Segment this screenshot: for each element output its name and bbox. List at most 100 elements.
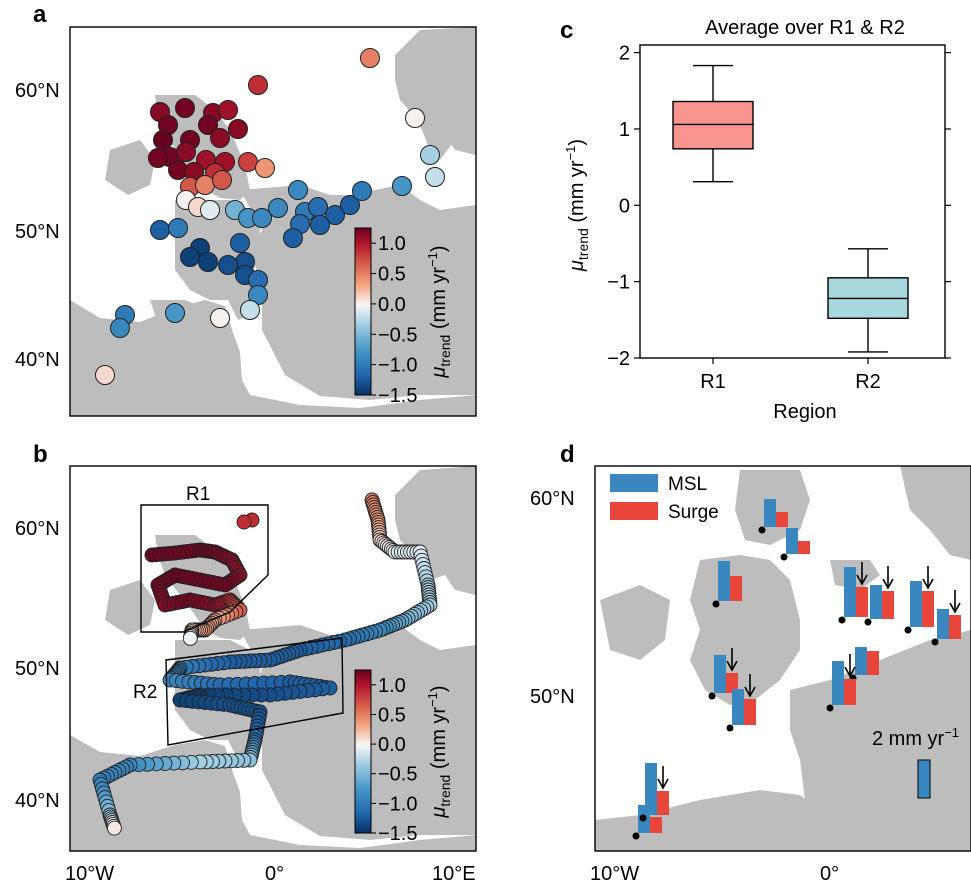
region-box-r2: [165, 637, 344, 746]
boxplot-panel-c: Average over R1 & R2 210−1−2R1 R2 Region …: [563, 17, 951, 423]
station-dot: [826, 704, 834, 712]
station-point: [252, 208, 272, 228]
station-point: [195, 175, 215, 195]
surge-bar: [882, 591, 894, 619]
station-point: [180, 247, 200, 267]
station-point: [248, 75, 268, 95]
station-point: [352, 181, 372, 201]
surge-bar: [726, 673, 738, 693]
surge-bar: [650, 817, 662, 833]
x-axis-label: Region: [773, 401, 836, 423]
msl-bar: [786, 528, 798, 554]
station-dot: [726, 724, 734, 732]
station-point: [268, 198, 288, 218]
msl-bar: [714, 655, 726, 693]
arrow-head-icon: [744, 686, 756, 698]
box-r1: [672, 100, 754, 150]
surge-bar: [744, 699, 756, 725]
lon-label-0: 0°: [265, 863, 284, 885]
colorbar-tick-label: 0.0: [378, 734, 406, 756]
station-point: [360, 48, 380, 68]
msl-bar: [718, 561, 730, 601]
map-panel-a: 60°N 50°N 40°N 1.0 0.5 0.0 −0.5 −1.0 −1.5 μtre…: [15, 26, 477, 417]
panel-letter-b: b: [33, 441, 48, 468]
colorbar-b: 1.0 0.5 0.0 −0.5 −1.0 −1.5 μtrend (mm yr−1): [354, 669, 453, 845]
lat-label-50-a: 50°N: [15, 221, 60, 243]
station-dot: [632, 832, 640, 840]
land-polygon: [395, 27, 476, 155]
station-point: [218, 255, 238, 275]
panel-letter-a: a: [33, 1, 47, 28]
colorbar-tick-label: −1.0: [378, 355, 417, 377]
station-point: [392, 176, 412, 196]
station-point: [240, 300, 260, 320]
station-point: [106, 820, 122, 836]
land-polygon: [900, 466, 971, 560]
lat-label-40-a: 40°N: [15, 349, 60, 371]
y-tick-label: 2: [619, 43, 630, 65]
legend-surge-label: Surge: [668, 502, 719, 523]
station-dot: [708, 692, 716, 700]
station-dot: [758, 526, 766, 534]
plot-frame: [639, 44, 946, 359]
msl-bar: [910, 581, 922, 627]
msl-bar: [764, 499, 776, 527]
colorbar-tick-label: 1.0: [378, 675, 406, 697]
station-dot: [904, 626, 912, 634]
lat-label-50-b: 50°N: [15, 658, 60, 680]
colorbar-tick-label: −0.5: [378, 324, 417, 346]
trend-bars-d: [632, 499, 961, 840]
station-point: [340, 195, 360, 215]
lat-label-50-d: 50°N: [530, 686, 575, 708]
msl-bar: [732, 689, 744, 725]
panel-letter-d: d: [560, 441, 575, 468]
lat-label-40-b: 40°N: [15, 790, 60, 812]
lat-label-60-a: 60°N: [15, 80, 60, 102]
lon-label-10e: 10°E: [432, 863, 476, 885]
y-tick-label: 1: [619, 119, 630, 141]
lat-label-60-d: 60°N: [530, 488, 575, 510]
map-frame-a: [69, 26, 477, 417]
station-point: [325, 205, 345, 225]
surge-bar: [949, 615, 961, 639]
map-panel-d: 60°N 50°N 10°W 0° MSL Surge 2 mm yr−1: [530, 465, 971, 885]
colorbar-tick-label: −1.5: [378, 823, 417, 845]
arrow-head-icon: [726, 660, 738, 672]
msl-bar: [645, 763, 657, 815]
lon-label-0-d: 0°: [820, 863, 839, 885]
station-point: [210, 308, 230, 328]
station-point: [420, 145, 440, 165]
legend-surge-swatch: [610, 502, 658, 520]
station-points-b: [92, 492, 438, 836]
svg-text:μtrend (mm yr−1): μtrend (mm yr−1): [563, 139, 591, 272]
region-label-r2: R2: [133, 682, 157, 703]
y-tick-label: 0: [619, 195, 630, 217]
station-point: [425, 167, 445, 187]
station-dot: [931, 638, 939, 646]
surge-bar: [844, 679, 856, 705]
arrow-head-icon: [844, 666, 856, 678]
y-tick-label: −2: [607, 348, 630, 370]
colorbar-label: μtrend (mm yr−1): [425, 685, 453, 818]
station-point: [218, 100, 238, 120]
station-point: [148, 148, 168, 168]
colorbar-gradient: [354, 227, 372, 396]
colorbar-tick-label: 1.0: [378, 233, 406, 255]
land-polygon: [595, 790, 820, 851]
station-point: [405, 108, 425, 128]
station-point: [288, 180, 308, 200]
colorbar-a: 1.0 0.5 0.0 −0.5 −1.0 −1.5 μtrend (mm yr−1): [354, 227, 453, 407]
station-point: [236, 514, 252, 530]
lon-label-10w: 10°W: [65, 863, 114, 885]
station-dot: [639, 814, 647, 822]
station-point: [182, 630, 198, 646]
colorbar-tick-label: −1.0: [378, 793, 417, 815]
station-point: [228, 119, 248, 139]
arrow-head-icon: [856, 574, 868, 586]
land-polygon: [105, 580, 155, 635]
msl-bar: [870, 585, 882, 619]
station-dot: [780, 553, 788, 561]
scale-bar: [917, 759, 931, 799]
surge-bar: [776, 512, 788, 527]
station-point: [150, 220, 170, 240]
